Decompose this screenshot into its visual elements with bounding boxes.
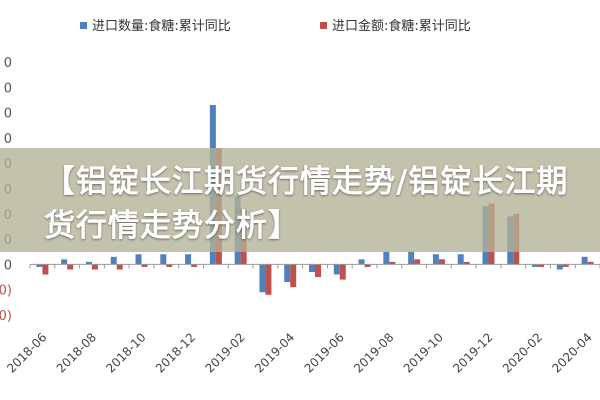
legend-label: 进口数量:食糖:累计同比 [92, 18, 231, 34]
bar-import-volume [110, 256, 117, 265]
bar-import-volume [532, 264, 539, 267]
legend-swatch [80, 22, 87, 29]
bar-import-value [463, 261, 470, 265]
x-tick-label: 2018-06 [4, 330, 49, 375]
bar-import-value [562, 264, 569, 267]
legend-label: 进口金额:食糖:累计同比 [332, 18, 471, 34]
x-tick-label: 2018-10 [103, 330, 148, 375]
bar-import-value [265, 264, 272, 295]
bar-import-value [191, 264, 198, 267]
bar-import-volume [284, 264, 291, 283]
title-banner [0, 148, 600, 252]
bar-import-value [389, 261, 396, 265]
y-tick-label: 0 [4, 132, 12, 147]
bar-import-value [290, 264, 297, 288]
x-axis: 2018-06 2018-08 2018-10 2018-12 2019-02 2019-… [4, 263, 600, 376]
bar-import-value [587, 261, 594, 265]
bar-import-value [141, 264, 148, 267]
x-tick-label: 2019-04 [252, 330, 297, 375]
bar-import-volume [581, 256, 588, 265]
bar-import-volume [160, 254, 167, 265]
x-tick-label: 2020-04 [549, 330, 594, 375]
x-tick-label: 2019-02 [202, 330, 247, 375]
legend-swatch [320, 22, 327, 29]
bar-import-value [315, 264, 321, 278]
bar-import-value [339, 264, 346, 280]
bar-import-volume [333, 264, 340, 275]
bar-import-value [42, 264, 49, 275]
y-tick-label: 0 [4, 107, 12, 122]
chart-legend: 进口数量:食糖:累计同比 进口金额:食糖:累计同比 [80, 18, 471, 34]
banner-title: 【铝锭长江期货行情走势/铝锭长江期货行情走势分析】 [44, 164, 569, 244]
bar-import-volume [36, 264, 43, 267]
bar-import-volume [358, 259, 365, 265]
x-tick-label: 2019-10 [401, 330, 446, 375]
y-tick-label: 0 [4, 81, 12, 96]
bar-import-value [116, 264, 123, 270]
bar-import-volume [457, 254, 464, 265]
x-tick-label: 2018-08 [54, 330, 99, 375]
bar-import-volume [309, 264, 315, 272]
y-tick-label: (20) [0, 309, 12, 324]
y-tick-label: 0 [4, 258, 12, 273]
y-tick-label: 0 [4, 56, 12, 71]
bar-import-value [364, 264, 371, 267]
bar-import-volume [185, 254, 192, 265]
bar-import-value [166, 264, 173, 267]
bar-import-volume [408, 251, 415, 265]
bar-import-volume [383, 251, 390, 265]
bar-import-volume [85, 261, 92, 265]
bar-import-value [91, 264, 98, 270]
bar-import-value [438, 259, 445, 265]
bar-import-value [538, 264, 545, 267]
bar-import-value [67, 264, 74, 270]
bar-import-volume [259, 264, 266, 293]
x-tick-label: 2019-12 [450, 330, 495, 375]
x-tick-label: 2020-02 [500, 330, 545, 375]
x-tick-label: 2019-08 [351, 330, 396, 375]
bar-import-volume [135, 254, 142, 265]
bar-import-volume [432, 254, 439, 265]
x-tick-label: 2019-06 [302, 330, 347, 375]
y-tick-label: (10) [0, 284, 12, 299]
bar-import-volume [556, 264, 563, 270]
x-tick-label: 2018-12 [153, 330, 198, 375]
bar-import-value [414, 259, 421, 265]
bar-import-volume [61, 259, 68, 265]
